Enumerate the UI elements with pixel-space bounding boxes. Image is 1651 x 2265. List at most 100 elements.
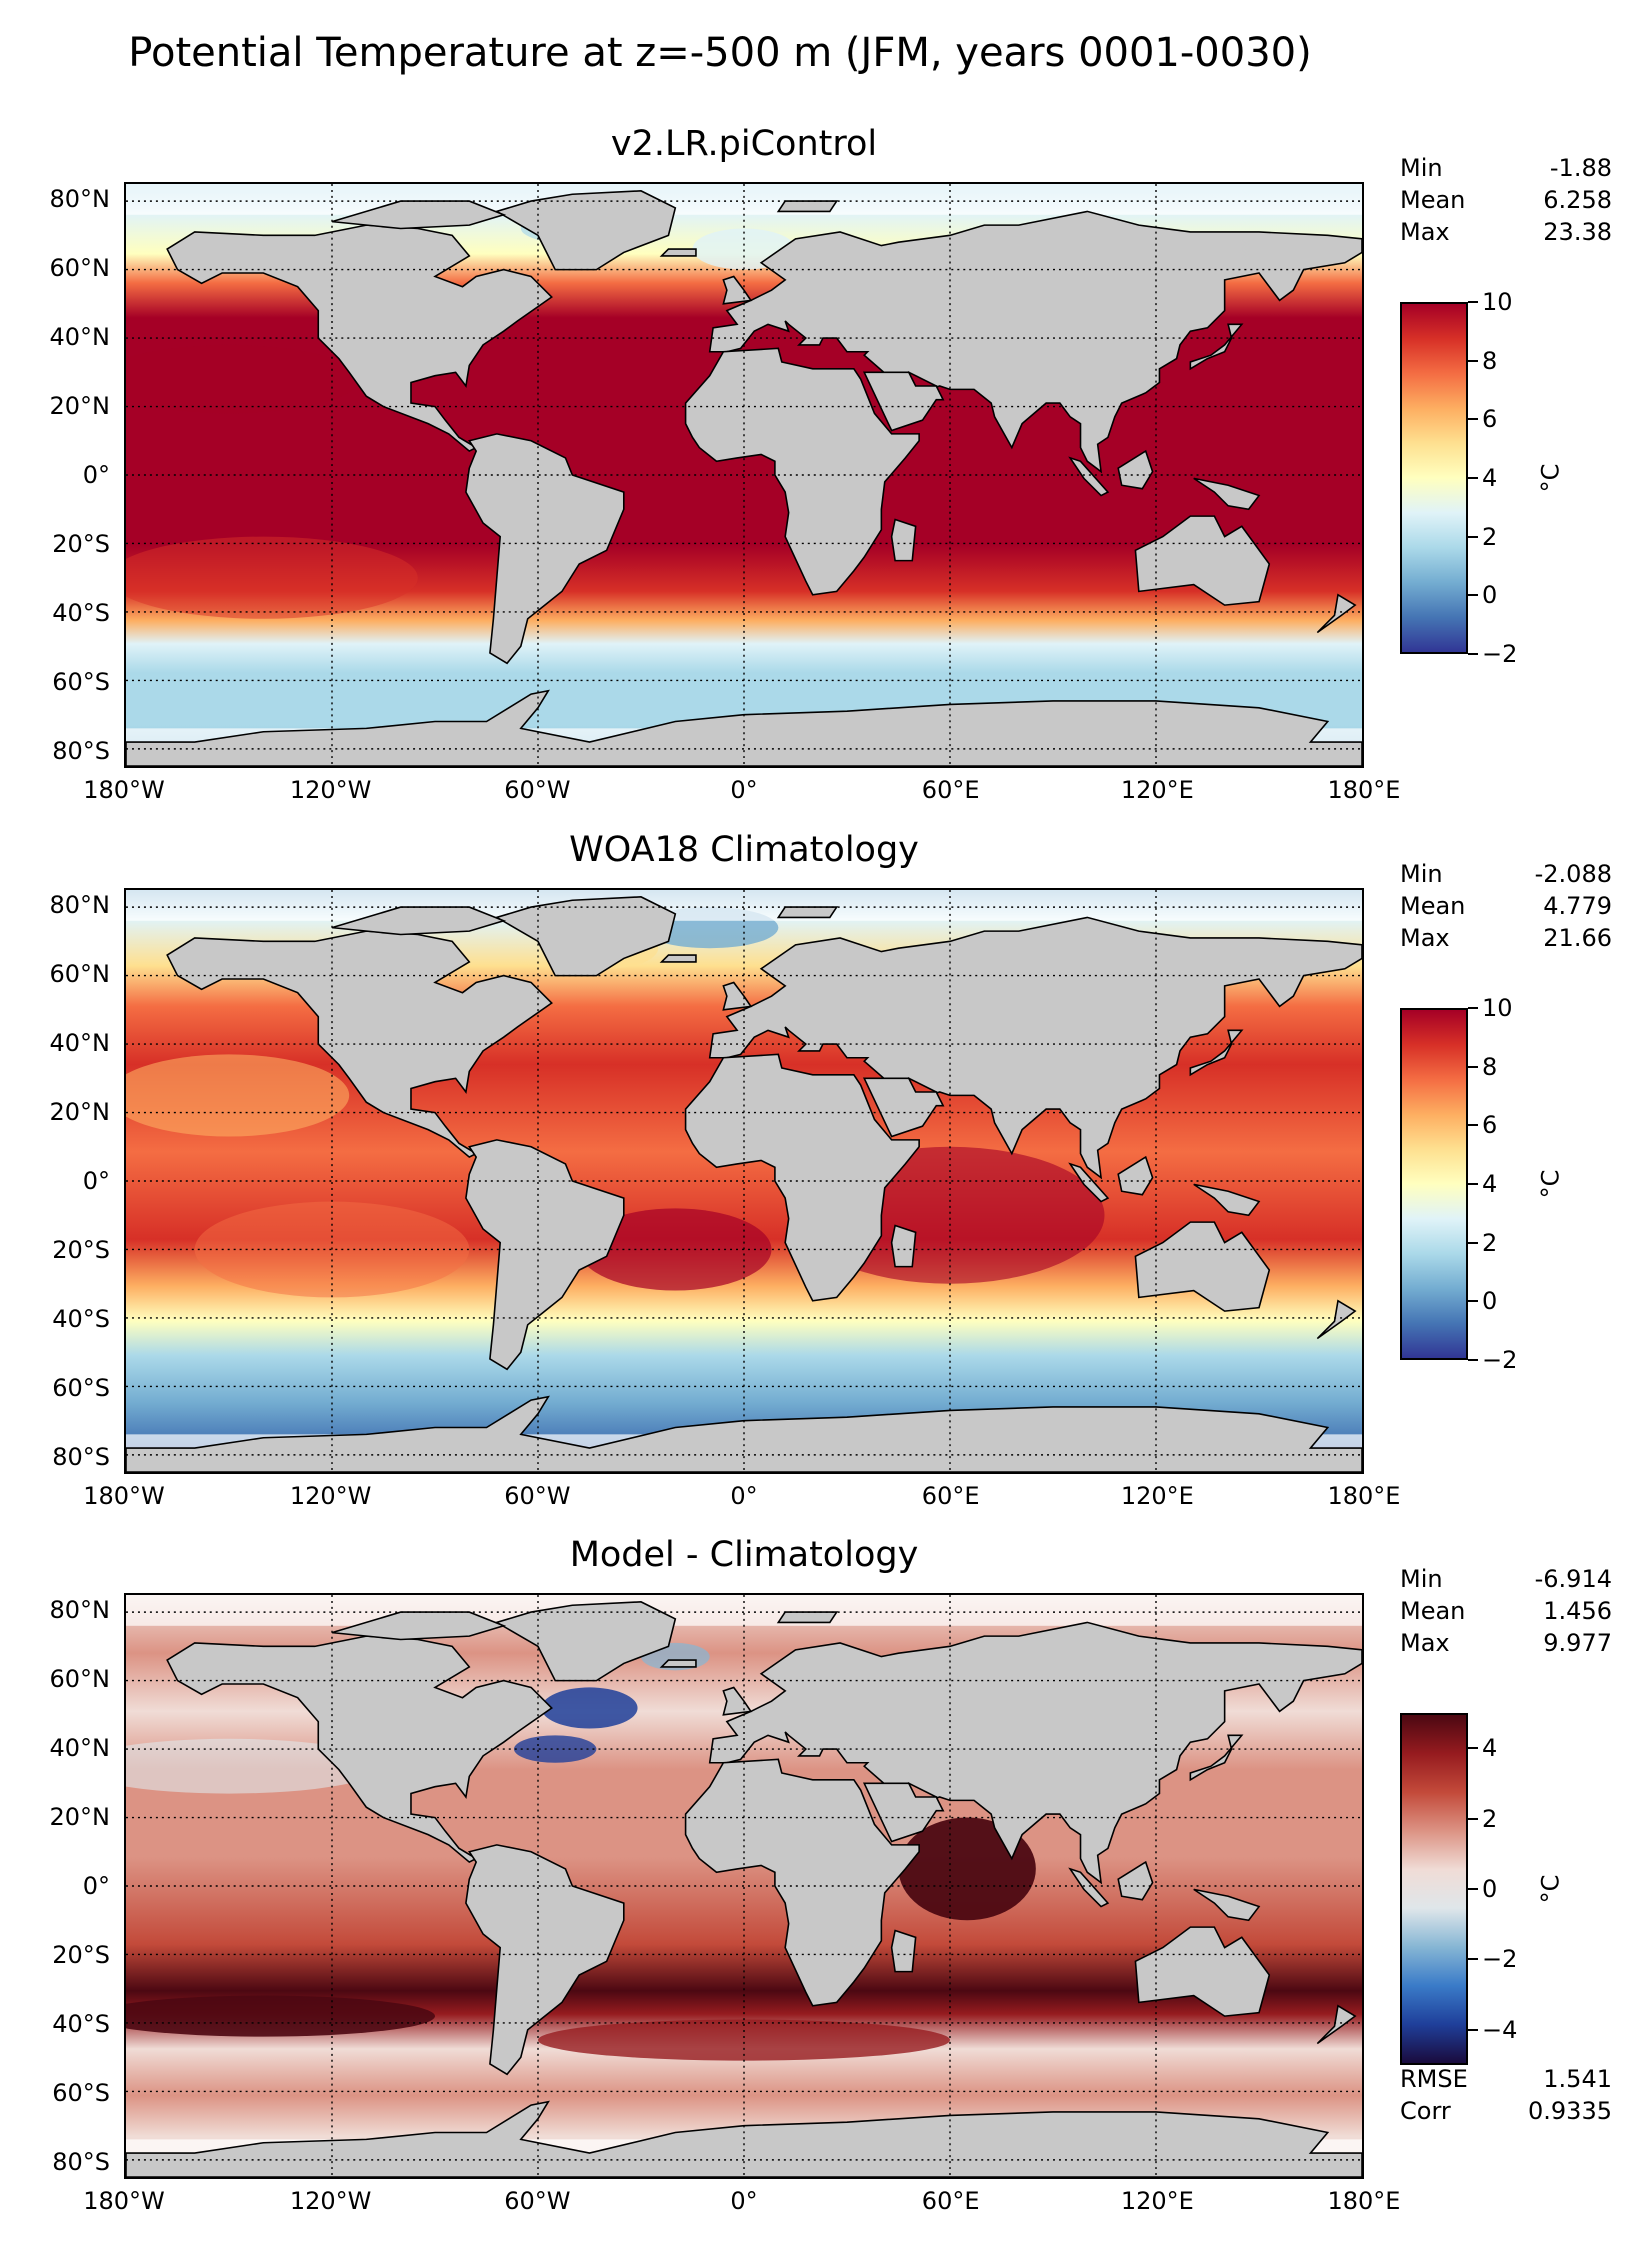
land-svalbard <box>776 906 839 919</box>
stat-value: 6.258 <box>1543 186 1612 214</box>
land-borneo <box>1117 1155 1154 1196</box>
colorbar-tick-label: −2 <box>1482 1945 1518 1974</box>
colorbar-tick-label: 0 <box>1482 581 1498 610</box>
lon-tick-label: 180°E <box>1327 1482 1401 1510</box>
stat-label: Max <box>1400 1629 1450 1657</box>
lat-tick-label: 40°N <box>49 1734 111 1763</box>
lat-tick-label: 20°N <box>49 1098 111 1127</box>
map-svg <box>126 1595 1362 2177</box>
stat-row: Mean 1.456 <box>1400 1595 1612 1627</box>
lon-tick-label: 120°W <box>289 1482 372 1510</box>
field-feature <box>126 1054 350 1137</box>
colorbar-tick-mark <box>1468 1007 1478 1009</box>
colorbar-tick-mark <box>1468 1359 1478 1361</box>
land-australia <box>1134 1221 1271 1312</box>
colorbar-tick-label: 2 <box>1482 1228 1498 1257</box>
lon-tick-label: 60°E <box>921 776 980 804</box>
stat-value: 9.977 <box>1543 1629 1612 1657</box>
lon-tick-label: 60°W <box>504 2187 571 2215</box>
stat-value: 1.456 <box>1543 1597 1612 1625</box>
colorbar-unit-label: °C <box>1536 1874 1565 1904</box>
field-feature <box>126 536 418 619</box>
field-feature <box>513 1735 597 1763</box>
colorbar-tick-label: −4 <box>1482 2015 1518 2044</box>
colorbar-tick-label: 2 <box>1482 522 1498 551</box>
land-africa <box>684 1053 920 1302</box>
colorbar-tick-label: 10 <box>1482 994 1513 1022</box>
lat-tick-label: 60°S <box>52 667 110 696</box>
colorbar-tick-mark <box>1468 1241 1478 1244</box>
land-arabia <box>862 371 945 432</box>
stat-row: Corr 0.9335 <box>1400 2095 1612 2127</box>
stat-row: Min -6.914 <box>1400 1563 1612 1595</box>
stat-row: Mean 4.779 <box>1400 890 1612 922</box>
land-japan <box>1189 323 1244 371</box>
stat-row: Max 23.38 <box>1400 216 1612 248</box>
land-iceland <box>659 1659 697 1668</box>
field-feature <box>126 1995 435 2037</box>
land-africa <box>684 1758 920 2007</box>
land-iceland <box>659 954 697 963</box>
panel-title: WOA18 Climatology <box>569 830 919 870</box>
colorbar-tick-label: 6 <box>1482 405 1498 434</box>
colorbar-tick-label: 4 <box>1482 464 1498 492</box>
lat-tick-label: 20°N <box>49 1803 111 1832</box>
lon-tick-label: 180°E <box>1327 2187 1401 2215</box>
stat-label: Min <box>1400 1565 1443 1593</box>
stat-value: -1.88 <box>1549 154 1612 182</box>
lon-tick-label: 0° <box>730 1482 758 1510</box>
colorbar-unit-label: °C <box>1536 463 1565 493</box>
land-svalbard <box>776 200 839 213</box>
stat-label: Min <box>1400 860 1443 888</box>
land-antarctica <box>126 2100 1362 2177</box>
land-sumatra <box>1068 1867 1110 1908</box>
lon-tick-label: 120°W <box>289 2187 372 2215</box>
stats-block: Min -2.088 Mean 4.779 Max 21.66 <box>1400 858 1612 954</box>
land-antarctica <box>126 689 1362 766</box>
lon-tick-label: 0° <box>730 776 758 804</box>
land-africa <box>684 347 920 596</box>
land-new-zealand <box>1316 2004 1357 2045</box>
colorbar-tick-mark <box>1468 1065 1478 1068</box>
land-greenland <box>494 190 677 271</box>
land-uk <box>722 981 753 1011</box>
lon-tick-label: 60°E <box>921 1482 980 1510</box>
lat-tick-label: 40°S <box>52 1304 110 1333</box>
stat-row: Min -1.88 <box>1400 152 1612 184</box>
land-new-guinea <box>1193 1888 1261 1922</box>
land-antarctica <box>126 1395 1362 1472</box>
figure-title: Potential Temperature at z=-500 m (JFM, … <box>128 30 1312 76</box>
stats-block: Min -6.914 Mean 1.456 Max 9.977 <box>1400 1563 1612 1659</box>
land-madagascar <box>890 1929 917 1973</box>
lat-tick-label: 60°N <box>49 254 111 283</box>
lat-tick-label: 0° <box>82 461 110 489</box>
panel-title: Model - Climatology <box>569 1535 919 1575</box>
map-svg <box>126 184 1362 766</box>
stat-label: Mean <box>1400 186 1466 214</box>
lon-tick-label: 120°E <box>1120 1482 1194 1510</box>
land-south-america <box>465 1844 625 2076</box>
land-arabia <box>862 1077 945 1138</box>
land-new-zealand <box>1316 1299 1357 1340</box>
map-panel-1 <box>124 182 1364 768</box>
lon-tick-label: 60°W <box>504 1482 571 1510</box>
lat-tick-label: 80°S <box>52 2147 110 2176</box>
colorbar-tick-mark <box>1468 418 1478 421</box>
lat-tick-label: 80°N <box>49 891 111 920</box>
colorbar-tick-mark <box>1468 535 1478 538</box>
land-borneo <box>1117 1860 1154 1901</box>
lon-tick-label: 180°W <box>83 1482 165 1510</box>
stat-label: Corr <box>1400 2097 1451 2125</box>
field-feature <box>126 1738 384 1794</box>
colorbar <box>1400 1713 1468 2065</box>
colorbar-tick-label: −2 <box>1482 1346 1518 1374</box>
stat-label: Mean <box>1400 1597 1466 1625</box>
lon-tick-label: 60°W <box>504 776 571 804</box>
colorbar-unit-label: °C <box>1536 1169 1565 1199</box>
stat-value: 23.38 <box>1543 218 1612 246</box>
colorbar-tick-label: 0 <box>1482 1287 1498 1316</box>
lon-tick-label: 120°E <box>1120 2187 1194 2215</box>
colorbar-tick-mark <box>1468 301 1478 303</box>
lat-tick-label: 20°S <box>52 1940 110 1969</box>
land-svalbard <box>776 1611 839 1624</box>
